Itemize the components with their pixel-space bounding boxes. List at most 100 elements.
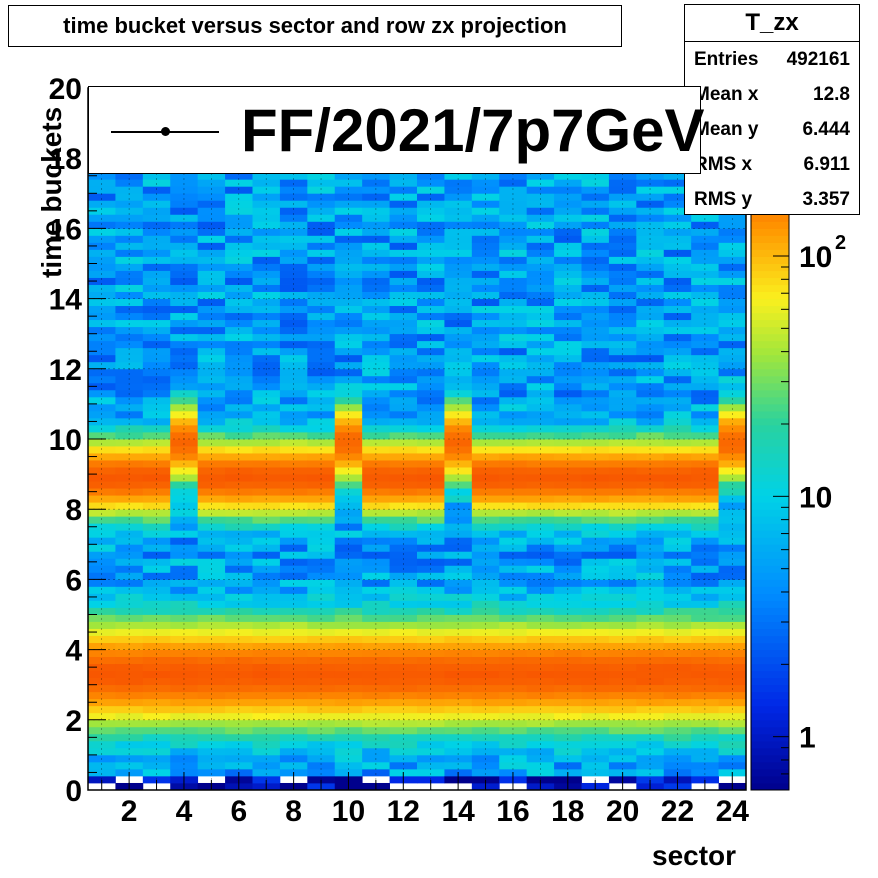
heatmap-cell (170, 642, 199, 650)
heatmap-cell (663, 242, 692, 250)
heatmap-cell (499, 298, 528, 307)
heatmap-cell (88, 474, 116, 482)
heatmap-cell (279, 172, 308, 180)
y-tick-label: 6 (65, 564, 82, 597)
heatmap-cell (252, 256, 281, 264)
heatmap-cell (115, 242, 144, 250)
heatmap-cell (307, 488, 336, 496)
heatmap-cell (170, 467, 199, 475)
heatmap-cell (691, 572, 719, 580)
heatmap-cell (691, 691, 719, 700)
color-scale-step (751, 649, 789, 658)
heatmap-cell (499, 277, 528, 285)
heatmap-cell (663, 291, 692, 299)
heatmap-cell (526, 333, 555, 342)
heatmap-cell (608, 221, 637, 229)
heatmap-cell (197, 439, 226, 447)
heatmap-cell (307, 172, 336, 180)
heatmap-cell (526, 572, 555, 580)
heatmap-cell (88, 347, 116, 356)
heatmap-cell (88, 382, 116, 391)
heatmap-cell (334, 551, 363, 559)
heatmap-cell (663, 417, 692, 426)
heatmap-cell (581, 326, 610, 335)
heatmap-cell (252, 502, 281, 510)
heatmap-cell (362, 768, 390, 777)
heatmap-cell (225, 474, 253, 482)
heatmap-cell (279, 291, 308, 299)
heatmap-cell (170, 712, 199, 721)
heatmap-cell (581, 242, 610, 250)
heatmap-cell (252, 621, 281, 629)
heatmap-cell (526, 403, 555, 412)
heatmap-cell (389, 347, 418, 356)
heatmap-cell (663, 509, 692, 517)
heatmap-cell (170, 677, 199, 686)
heatmap-cell (389, 242, 418, 250)
heatmap-cell (499, 586, 528, 594)
heatmap-cell (142, 361, 171, 370)
heatmap-cell (608, 263, 637, 271)
heatmap-cell (636, 256, 665, 264)
heatmap-cell (499, 207, 528, 215)
heatmap-cell (307, 193, 336, 201)
heatmap-cell (471, 453, 500, 461)
heatmap-cell (526, 396, 555, 405)
heatmap-cell (225, 726, 253, 735)
heatmap-cell (88, 291, 116, 299)
heatmap-cell (499, 698, 528, 707)
color-scale-step (751, 600, 789, 608)
heatmap-cell (554, 179, 582, 187)
heatmap-cell (444, 747, 473, 756)
heatmap-cell (554, 726, 582, 735)
heatmap-cell (307, 256, 336, 264)
heatmap-cell (307, 537, 336, 545)
heatmap-cell (362, 291, 390, 299)
heatmap-cell (225, 698, 253, 707)
heatmap-cell (334, 242, 363, 250)
color-scale-step (751, 502, 789, 510)
heatmap-cell (334, 221, 363, 229)
heatmap-cell (389, 474, 418, 482)
heatmap-cell (389, 326, 418, 335)
heatmap-cell (88, 221, 116, 229)
heatmap-cell (279, 453, 308, 461)
heatmap-cell (88, 502, 116, 510)
heatmap-cell (389, 523, 418, 531)
heatmap-cell (334, 298, 363, 307)
heatmap-cell (225, 453, 253, 461)
heatmap-cell (691, 263, 719, 271)
heatmap-cell (636, 677, 665, 686)
heatmap-cell (444, 361, 473, 370)
heatmap-cell (115, 417, 144, 426)
heatmap-cell (718, 572, 747, 580)
heatmap-cell (417, 572, 445, 580)
heatmap-cell (115, 382, 144, 391)
heatmap-cell (362, 698, 390, 707)
heatmap-cell (252, 453, 281, 461)
heatmap-cell (444, 586, 473, 594)
heatmap-cell (554, 586, 582, 594)
heatmap-cell (225, 242, 253, 250)
heatmap-cell (279, 431, 308, 440)
heatmap-cell (389, 586, 418, 594)
color-scale-step (751, 305, 789, 314)
heatmap-cell (252, 551, 281, 559)
heatmap-cell (279, 277, 308, 285)
heatmap-cell (718, 368, 747, 377)
heatmap-cell (554, 761, 582, 770)
heatmap-cell (334, 761, 363, 770)
heatmap-cell (663, 502, 692, 510)
heatmap-cell (471, 474, 500, 482)
heatmap-cell (307, 663, 336, 672)
color-scale-step (751, 705, 789, 714)
heatmap-cell (691, 453, 719, 461)
heatmap-cell (279, 474, 308, 482)
heatmap-cell (170, 761, 199, 770)
heatmap-cell (444, 621, 473, 629)
heatmap-cell (718, 439, 747, 447)
heatmap-cell (142, 726, 171, 735)
heatmap-cell (691, 768, 719, 777)
color-scale-step (751, 698, 789, 707)
heatmap-cell (142, 368, 171, 377)
